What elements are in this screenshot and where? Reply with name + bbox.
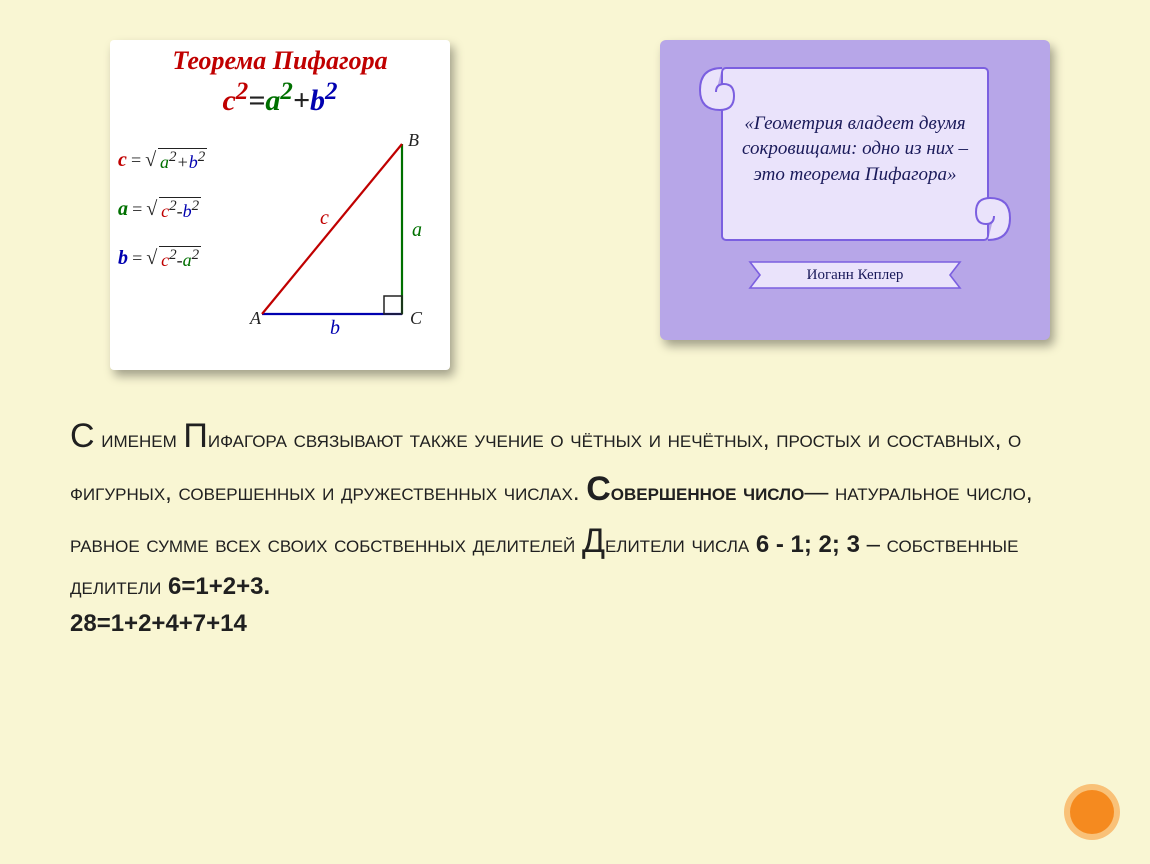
main-formula: c2=a2+b2: [118, 78, 442, 118]
side-c: c: [320, 207, 329, 229]
kepler-quote-card: «Геометрия владеет двумя сокровищами: од…: [660, 40, 1050, 340]
side-a: a: [412, 219, 422, 241]
vertex-B: B: [408, 130, 419, 150]
vertex-C: C: [410, 308, 423, 328]
attribution-ribbon: Иоганн Кеплер: [740, 254, 970, 296]
formula-b: b=√c2-a2: [118, 246, 226, 271]
quote-text: «Геометрия владеет двумя сокровищами: од…: [725, 111, 985, 188]
derived-formulas: c=√a2+b2 a=√c2-b2 b=√c2-a2: [118, 124, 226, 334]
pythagoras-theorem-card: Теорема Пифагора c2=a2+b2 c=√a2+b2 a=√c2…: [110, 40, 450, 370]
scroll-graphic: «Геометрия владеет двумя сокровищами: од…: [690, 54, 1020, 244]
side-b: b: [330, 317, 340, 334]
vertex-A: A: [249, 308, 262, 328]
formula-a: a=√c2-b2: [118, 197, 226, 222]
quote-author: Иоганн Кеплер: [807, 267, 904, 284]
body-paragraph: С именем Пифагора связывают также учение…: [0, 380, 1150, 642]
theorem-title: Теорема Пифагора: [118, 46, 442, 76]
right-triangle-diagram: A B C c a b: [232, 124, 442, 334]
orange-circle-icon: [1062, 782, 1122, 842]
formula-c: c=√a2+b2: [118, 148, 226, 173]
